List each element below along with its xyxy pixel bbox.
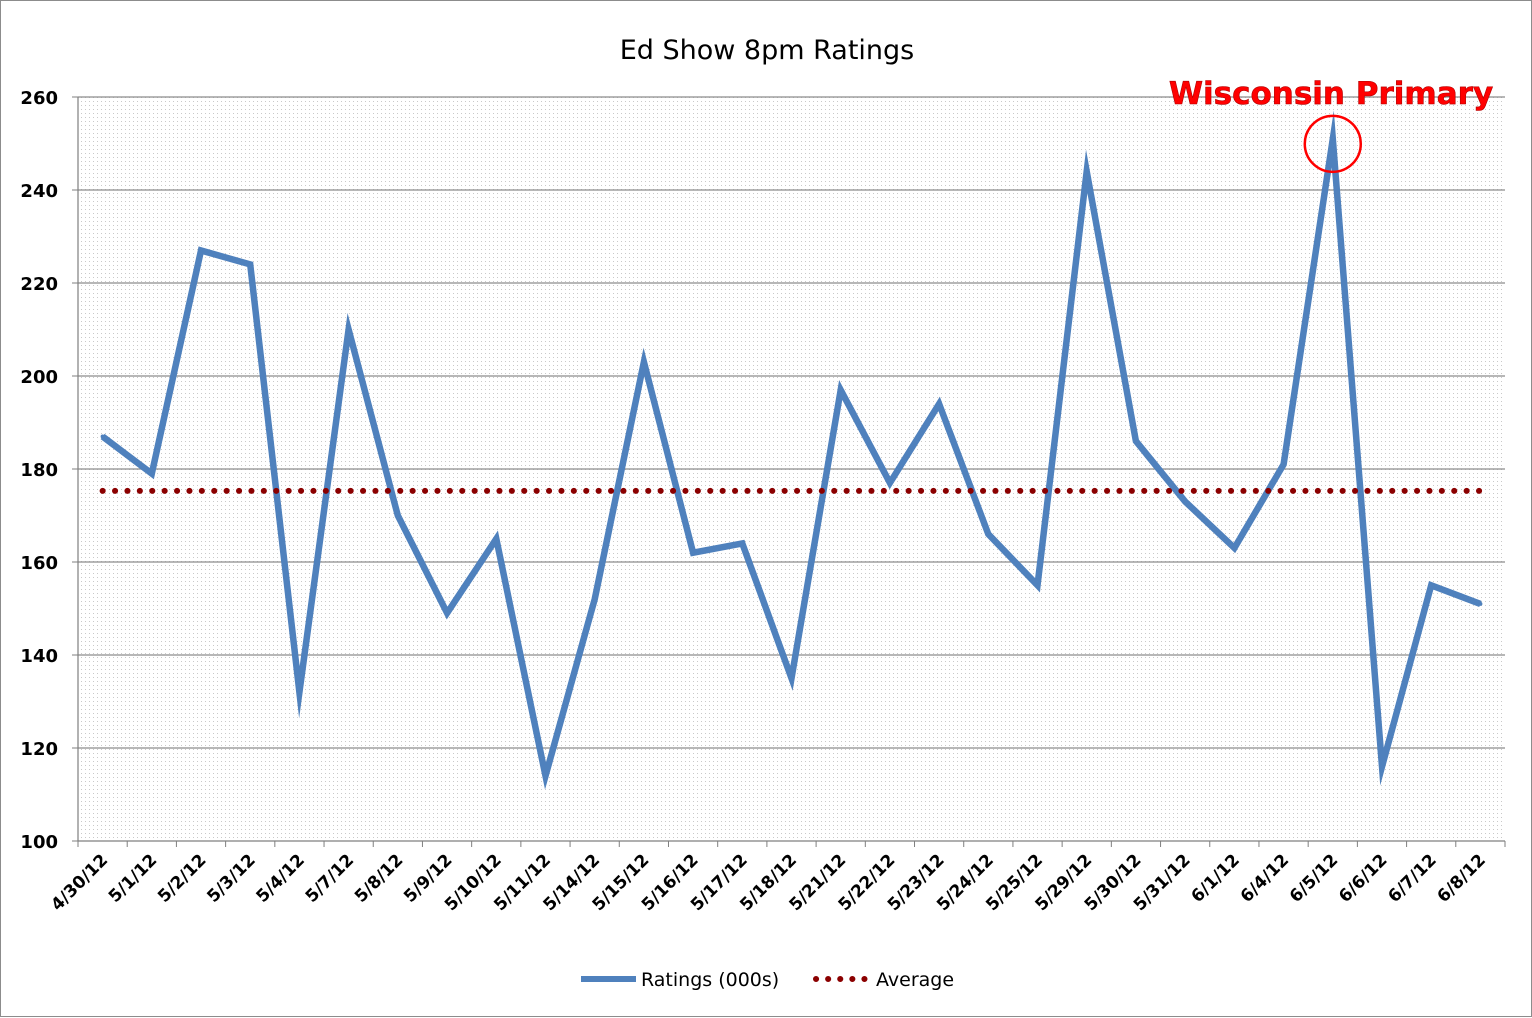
- data-point: [199, 248, 204, 253]
- data-point: [1330, 136, 1335, 141]
- data-point: [740, 541, 745, 546]
- data-point: [149, 471, 154, 476]
- data-point: [1478, 601, 1483, 606]
- data-point: [1035, 583, 1040, 588]
- data-point: [100, 434, 105, 439]
- xtick-label-6/5/12: 6/5/12: [1286, 850, 1342, 906]
- chart-title: Ed Show 8pm Ratings: [620, 35, 915, 66]
- xtick-label-6/7/12: 6/7/12: [1384, 850, 1440, 906]
- axes: [72, 96, 1506, 847]
- data-point: [986, 532, 991, 537]
- xtick-label-5/4/12: 5/4/12: [253, 850, 309, 906]
- xtick-label-6/1/12: 6/1/12: [1188, 850, 1244, 906]
- data-point: [445, 611, 450, 616]
- data-point: [887, 480, 892, 485]
- data-point: [494, 536, 499, 541]
- annotation: Wisconsin Primary: [1169, 76, 1493, 174]
- ytick-label-120: 120: [20, 739, 58, 760]
- xtick-label-5/2/12: 5/2/12: [154, 850, 210, 906]
- xtick-label-5/8/12: 5/8/12: [351, 850, 407, 906]
- data-point: [1379, 764, 1384, 769]
- xtick-label-5/1/12: 5/1/12: [105, 850, 161, 906]
- data-point: [395, 513, 400, 518]
- ytick-label-100: 100: [20, 832, 58, 853]
- data-point: [1133, 439, 1138, 444]
- data-point: [1232, 546, 1237, 551]
- ytick-label-220: 220: [20, 274, 58, 295]
- data-point: [838, 387, 843, 392]
- series-0: [100, 110, 1483, 790]
- ytick-label-140: 140: [20, 646, 58, 667]
- data-point: [1084, 169, 1089, 174]
- ytick-label-240: 240: [20, 181, 58, 202]
- xtick-label-5/3/12: 5/3/12: [203, 850, 259, 906]
- legend-label-average: Average: [876, 969, 954, 991]
- data-point: [592, 597, 597, 602]
- data-point: [346, 327, 351, 332]
- data-point: [691, 550, 696, 555]
- xtick-label-4/30/12: 4/30/12: [47, 850, 112, 915]
- data-point: [641, 360, 646, 365]
- xtick-label-5/7/12: 5/7/12: [302, 850, 358, 906]
- series-layer: [99, 110, 1484, 790]
- data-point: [1183, 499, 1188, 504]
- ytick-label-260: 260: [20, 88, 58, 109]
- annotation-circle: [1303, 114, 1363, 174]
- legend-label-ratings: Ratings (000s): [641, 969, 779, 991]
- data-point: [789, 676, 794, 681]
- legend: Ratings (000s) Average: [581, 969, 954, 991]
- data-point: [1281, 462, 1286, 467]
- data-point: [297, 690, 302, 695]
- data-point: [1429, 583, 1434, 588]
- data-point: [937, 401, 942, 406]
- ytick-label-160: 160: [20, 553, 58, 574]
- xtick-label-6/8/12: 6/8/12: [1434, 850, 1490, 906]
- data-point: [543, 773, 548, 778]
- annotation-label: Wisconsin Primary: [1169, 76, 1493, 112]
- xtick-label-6/6/12: 6/6/12: [1335, 850, 1391, 906]
- xtick-label-6/4/12: 6/4/12: [1237, 850, 1293, 906]
- ytick-label-180: 180: [20, 460, 58, 481]
- data-point: [248, 262, 253, 267]
- ytick-label-200: 200: [20, 367, 58, 388]
